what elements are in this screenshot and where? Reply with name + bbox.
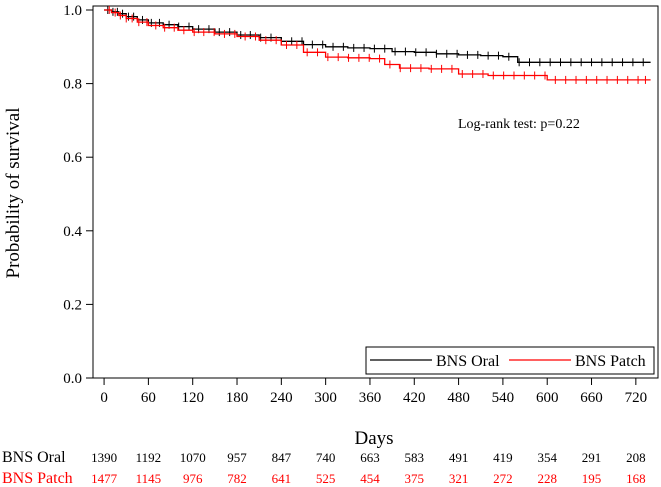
- risk-count: 419: [493, 450, 513, 465]
- x-axis-label: Days: [354, 428, 393, 449]
- y-tick-label: 0.8: [63, 77, 82, 93]
- x-tick-label: 540: [492, 390, 515, 406]
- x-tick-label: 480: [447, 390, 470, 406]
- x-tick-label: 420: [403, 390, 426, 406]
- risk-count: 321: [449, 471, 469, 486]
- log-rank-annotation: Log-rank test: p=0.22: [458, 117, 580, 132]
- legend-label: BNS Patch: [575, 353, 646, 370]
- risk-row-label: BNS Patch: [2, 470, 73, 487]
- legend-label: BNS Oral: [436, 353, 500, 370]
- risk-count: 583: [405, 450, 425, 465]
- risk-row-label: BNS Oral: [2, 449, 66, 466]
- x-tick-label: 360: [359, 390, 382, 406]
- risk-count: 976: [183, 471, 203, 486]
- x-tick-label: 600: [536, 390, 559, 406]
- axes: 0.0 0.2 0.4 0.6 0.8 1.0 0 60 120 180 240 300 360 420 4…: [63, 3, 659, 406]
- risk-count: 1390: [91, 450, 117, 465]
- risk-count: 228: [537, 471, 557, 486]
- legend: BNS Oral BNS Patch: [365, 346, 655, 375]
- risk-count: 375: [405, 471, 425, 486]
- y-tick-label: 0.4: [63, 224, 82, 240]
- risk-count: 1145: [136, 471, 162, 486]
- y-tick-label: 0.6: [63, 150, 82, 166]
- x-tick-label: 660: [580, 390, 603, 406]
- plot-frame: [92, 5, 659, 379]
- risk-count: 663: [360, 450, 380, 465]
- risk-table: BNS Oral 1390 1192 1070 957 847 740 663 583 491 41…: [2, 449, 646, 487]
- x-tick-label: 120: [181, 390, 204, 406]
- risk-count: 957: [227, 450, 247, 465]
- risk-count: 1070: [180, 450, 206, 465]
- x-tick-label: 720: [625, 390, 648, 406]
- x-tick-label: 0: [100, 390, 108, 406]
- risk-count: 291: [582, 450, 602, 465]
- risk-count: 641: [272, 471, 292, 486]
- risk-count: 272: [493, 471, 513, 486]
- risk-count: 208: [626, 450, 646, 465]
- series-bns-patch: [104, 6, 651, 84]
- y-tick-label: 1.0: [63, 3, 82, 19]
- risk-count: 168: [626, 471, 646, 486]
- risk-count: 491: [449, 450, 469, 465]
- risk-count: 454: [360, 471, 380, 486]
- risk-count: 195: [582, 471, 602, 486]
- x-tick-label: 60: [141, 390, 156, 406]
- risk-count: 525: [316, 471, 336, 486]
- risk-count: 354: [537, 450, 557, 465]
- risk-count: 740: [316, 450, 336, 465]
- survival-curves: [104, 6, 651, 84]
- survival-line: [104, 9, 651, 63]
- x-tick-label: 180: [226, 390, 249, 406]
- x-tick-label: 240: [270, 390, 293, 406]
- y-tick-label: 0.2: [63, 297, 82, 313]
- y-tick-label: 0.0: [63, 371, 82, 387]
- risk-count: 847: [272, 450, 292, 465]
- x-tick-label: 300: [314, 390, 337, 406]
- survival-line: [104, 9, 651, 81]
- risk-count: 1192: [136, 450, 162, 465]
- series-bns-oral: [104, 6, 651, 67]
- risk-count: 782: [227, 471, 247, 486]
- risk-count: 1477: [91, 471, 118, 486]
- y-axis-label: Probability of survival: [3, 108, 24, 279]
